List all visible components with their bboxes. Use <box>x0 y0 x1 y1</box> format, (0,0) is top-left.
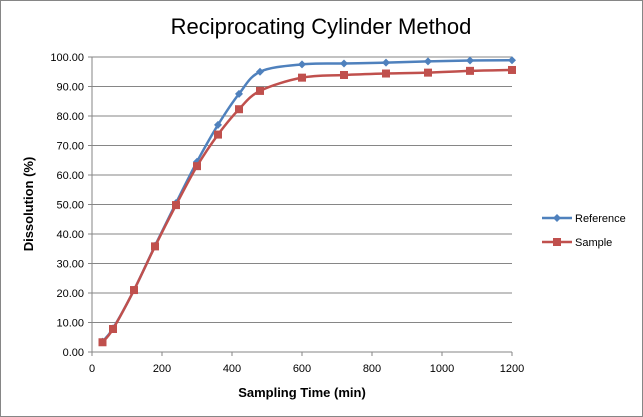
y-axis-title: Dissolution (%) <box>21 157 36 252</box>
data-point-reference-7 <box>235 89 243 98</box>
x-axis-title: Sampling Time (min) <box>238 385 366 400</box>
y-tick-label-5: 50.00 <box>56 200 84 212</box>
data-point-sample-13 <box>466 66 474 75</box>
legend: Reference Sample <box>542 213 626 249</box>
data-point-reference-13 <box>466 56 474 65</box>
data-point-sample-6 <box>214 130 222 139</box>
data-point-sample-9 <box>298 73 306 82</box>
x-tick-label-3: 600 <box>293 363 311 375</box>
data-point-sample-11 <box>382 69 390 78</box>
data-point-sample-5 <box>193 162 201 171</box>
data-point-reference-6 <box>214 120 222 129</box>
y-tick-label-6: 60.00 <box>56 170 84 182</box>
series-line-sample <box>101 68 513 344</box>
plot-area: 0.00 10.00 20.00 30.00 40.00 50.00 60.00 70.00 8… <box>50 52 524 375</box>
data-point-reference-14 <box>508 56 516 65</box>
data-point-sample-0 <box>98 338 107 347</box>
data-point-sample-8 <box>256 86 264 95</box>
x-tick-label-5: 1000 <box>430 363 454 375</box>
data-point-sample-1 <box>109 324 117 333</box>
data-point-sample-2 <box>130 286 138 295</box>
data-point-sample-10 <box>340 70 348 79</box>
data-point-reference-9 <box>298 60 306 69</box>
x-tick-label-4: 800 <box>363 363 381 375</box>
series-sample <box>98 65 516 347</box>
y-tick-label-1: 10.00 <box>56 318 84 330</box>
legend-marker-sample <box>553 238 561 246</box>
data-point-reference-12 <box>424 57 432 66</box>
data-point-sample-7 <box>235 105 243 114</box>
series-reference <box>98 56 516 346</box>
y-tick-label-3: 30.00 <box>56 259 84 271</box>
x-tick-label-6: 1200 <box>500 363 524 375</box>
data-point-reference-11 <box>382 58 390 67</box>
series-line-reference <box>101 58 513 343</box>
legend-label-reference: Reference <box>575 213 626 225</box>
data-point-sample-3 <box>151 242 159 251</box>
data-point-reference-10 <box>340 59 348 68</box>
y-tick-label-8: 80.00 <box>56 111 84 123</box>
y-tick-label-9: 90.00 <box>56 82 84 94</box>
data-point-sample-14 <box>508 65 516 74</box>
y-tick-label-2: 20.00 <box>56 288 84 300</box>
y-tick-label-0: 0.00 <box>63 347 84 359</box>
x-tick-label-0: 0 <box>89 363 95 375</box>
legend-marker-reference <box>553 214 561 222</box>
y-tick-label-10: 100.00 <box>50 52 84 64</box>
y-tick-label-7: 70.00 <box>56 141 84 153</box>
x-tick-label-1: 200 <box>153 363 171 375</box>
data-point-sample-4 <box>172 201 180 210</box>
chart-title: Reciprocating Cylinder Method <box>171 14 472 39</box>
x-tick-label-2: 400 <box>223 363 241 375</box>
y-tick-label-4: 40.00 <box>56 229 84 241</box>
data-point-sample-12 <box>424 68 432 77</box>
legend-label-sample: Sample <box>575 237 612 249</box>
data-point-reference-8 <box>256 67 264 76</box>
